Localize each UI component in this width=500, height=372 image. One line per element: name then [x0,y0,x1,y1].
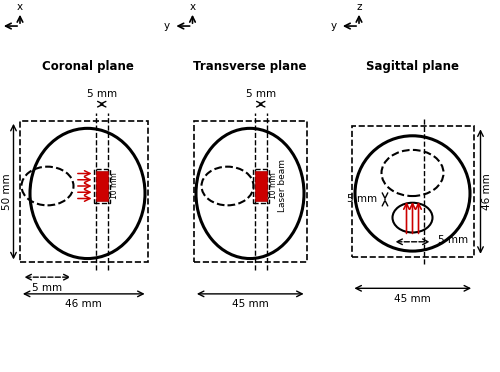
Text: x: x [17,2,23,12]
Bar [96,170,108,202]
Text: 5 mm: 5 mm [86,89,117,99]
Text: y: y [330,21,336,31]
Bar [94,169,110,203]
Text: Sagittal plane: Sagittal plane [366,61,459,73]
Text: 10 mm: 10 mm [110,173,119,199]
Text: 5 mm: 5 mm [246,89,276,99]
Text: 10 mm: 10 mm [269,173,278,199]
Text: Laser beam: Laser beam [278,160,287,212]
Text: z: z [356,2,362,12]
Text: y: y [164,21,170,31]
Bar [352,126,474,257]
Text: 5 mm: 5 mm [32,283,62,293]
Text: 50 mm: 50 mm [2,173,12,210]
Bar [253,169,268,203]
Text: 46 mm: 46 mm [66,299,102,310]
Text: 5 mm: 5 mm [438,235,468,245]
Text: 45 mm: 45 mm [394,294,431,304]
Text: 45 mm: 45 mm [232,299,268,310]
Text: 5 mm: 5 mm [348,195,378,204]
Text: Coronal plane: Coronal plane [42,61,134,73]
Text: x: x [190,2,196,12]
Bar [20,121,148,262]
Text: Transverse plane: Transverse plane [193,61,307,73]
Bar [255,170,266,202]
Bar [194,121,306,262]
Text: 46 mm: 46 mm [482,173,492,210]
